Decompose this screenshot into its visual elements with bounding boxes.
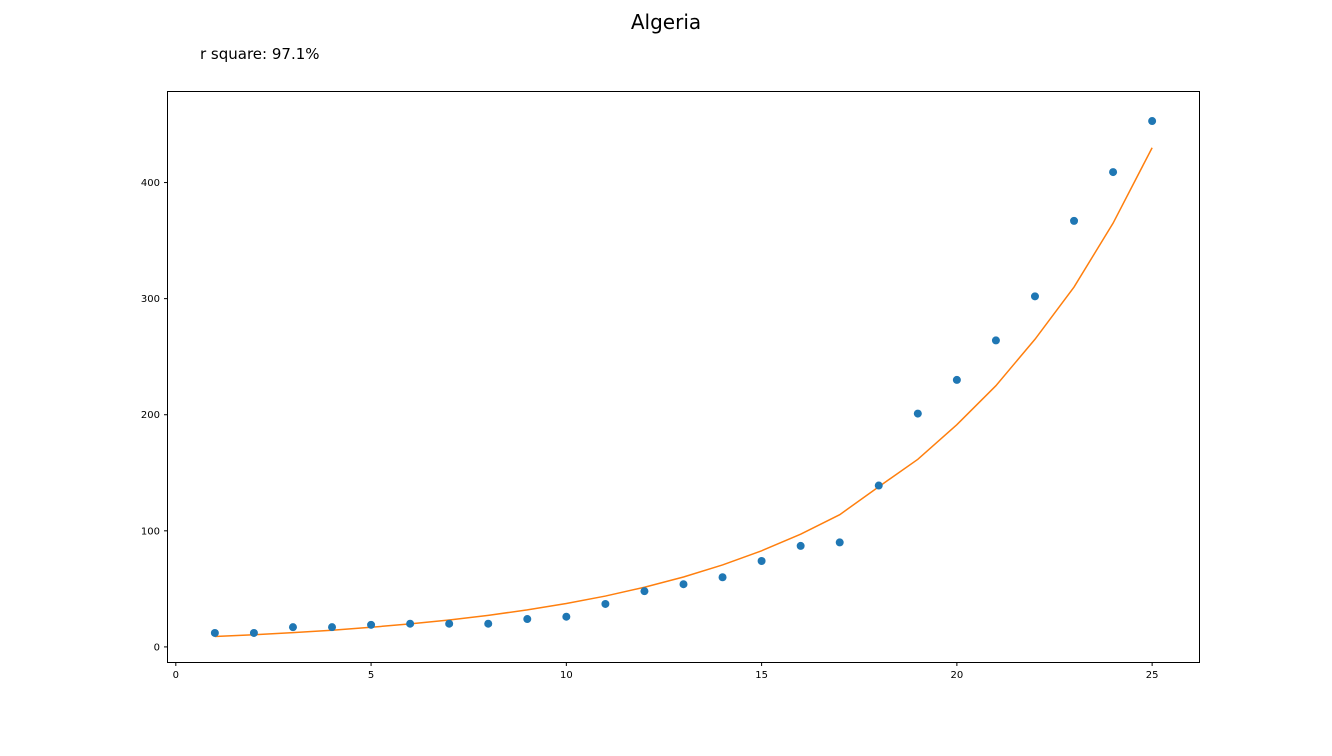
data-point (1070, 216, 1079, 225)
data-point (679, 580, 688, 589)
data-point (367, 620, 376, 629)
plot-frame (167, 91, 1200, 663)
fit-curve-line (214, 147, 1153, 638)
y-tick-label: 200 (141, 410, 160, 421)
r-square-label: r square: 97.1% (200, 45, 320, 63)
data-point (1109, 168, 1118, 177)
x-tick-label: 5 (368, 670, 374, 681)
data-point (249, 628, 258, 637)
x-tick-label: 20 (951, 670, 964, 681)
data-point (562, 612, 571, 621)
data-point (288, 623, 297, 632)
data-point (757, 557, 766, 566)
data-point (796, 541, 805, 550)
data-point (601, 599, 610, 608)
data-point (640, 587, 649, 596)
data-point (328, 623, 337, 632)
data-point (445, 619, 454, 628)
data-point (913, 409, 922, 418)
data-point (874, 481, 883, 490)
data-point (1030, 292, 1039, 301)
data-point (952, 375, 961, 384)
data-point (718, 573, 727, 582)
y-tick-label: 0 (154, 642, 160, 653)
y-tick-label: 100 (141, 526, 160, 537)
data-point (835, 538, 844, 547)
data-point (210, 628, 219, 637)
data-point (484, 619, 493, 628)
x-tick-label: 15 (755, 670, 768, 681)
data-point (523, 615, 532, 624)
y-tick-label: 300 (141, 294, 160, 305)
x-tick-label: 25 (1146, 670, 1159, 681)
x-tick-label: 0 (173, 670, 179, 681)
x-tick-label: 10 (560, 670, 573, 681)
data-point (406, 619, 415, 628)
data-point (1148, 117, 1157, 126)
data-point (991, 336, 1000, 345)
chart-title: Algeria (630, 10, 702, 34)
y-tick-label: 400 (141, 178, 160, 189)
